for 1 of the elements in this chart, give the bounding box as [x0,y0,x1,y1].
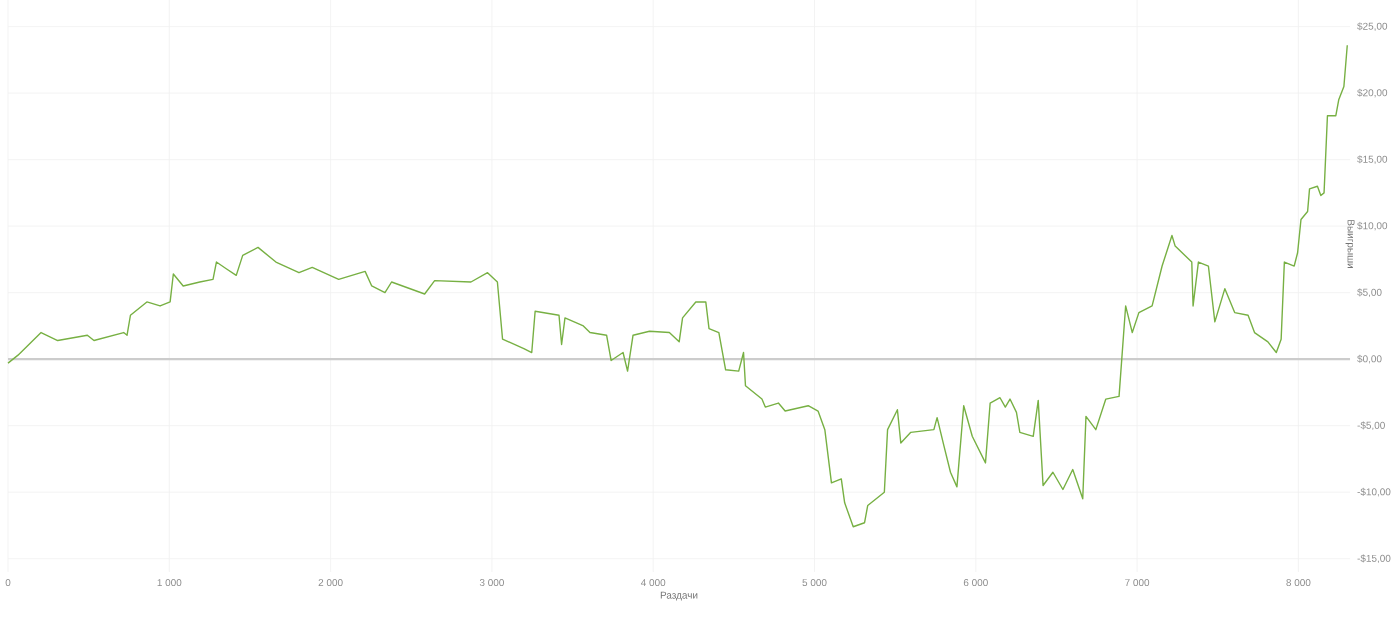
line-series [7,44,1348,528]
